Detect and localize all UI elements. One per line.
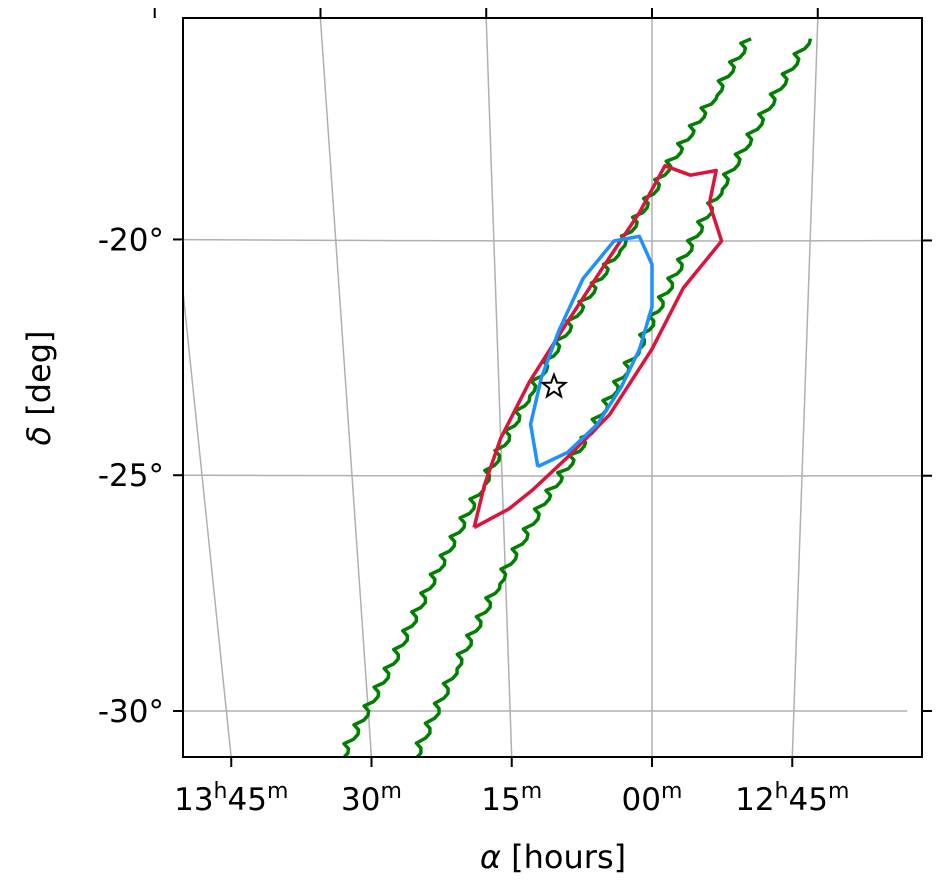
grid-meridian-0	[183, 284, 232, 757]
x-axis-text: [hours]	[501, 838, 626, 876]
data-layer	[342, 37, 813, 757]
y-tick-label-1: -25°	[98, 458, 164, 494]
x-tick-label-1: 30m	[341, 779, 402, 818]
tick-marks	[153, 8, 932, 767]
x-tick-label-2: 15m	[481, 779, 542, 818]
series-0	[342, 37, 752, 757]
region-contour-3	[528, 234, 654, 469]
grid-parallel-1	[183, 474, 922, 477]
x-axis-label: α [hours]	[480, 838, 626, 876]
grid-parallel-0	[183, 238, 922, 242]
y-tick-label-2: -30°	[98, 694, 164, 730]
y-axis-label: δ [deg]	[20, 330, 58, 445]
grid-meridian-4	[791, 18, 819, 757]
region-contour-2	[472, 164, 724, 530]
plot-frame	[182, 17, 923, 758]
tick-labels: 13h45m 30m 15m 00m 12h45m -20° -25° -30°	[98, 222, 850, 818]
grid-meridian-2	[485, 18, 513, 757]
series-1	[414, 38, 813, 757]
star-marker	[539, 371, 569, 399]
grid-lines	[183, 18, 922, 757]
x-tick-label-3: 00m	[622, 779, 683, 818]
x-axis-symbol: α	[480, 838, 501, 876]
y-tick-label-0: -20°	[98, 222, 164, 258]
y-axis-text: [deg]	[20, 330, 58, 425]
x-tick-label-0: 13h45m	[174, 779, 288, 818]
y-axis-symbol: δ	[20, 426, 58, 446]
grid-meridian-1	[319, 18, 373, 757]
x-tick-label-4: 12h45m	[735, 779, 849, 818]
